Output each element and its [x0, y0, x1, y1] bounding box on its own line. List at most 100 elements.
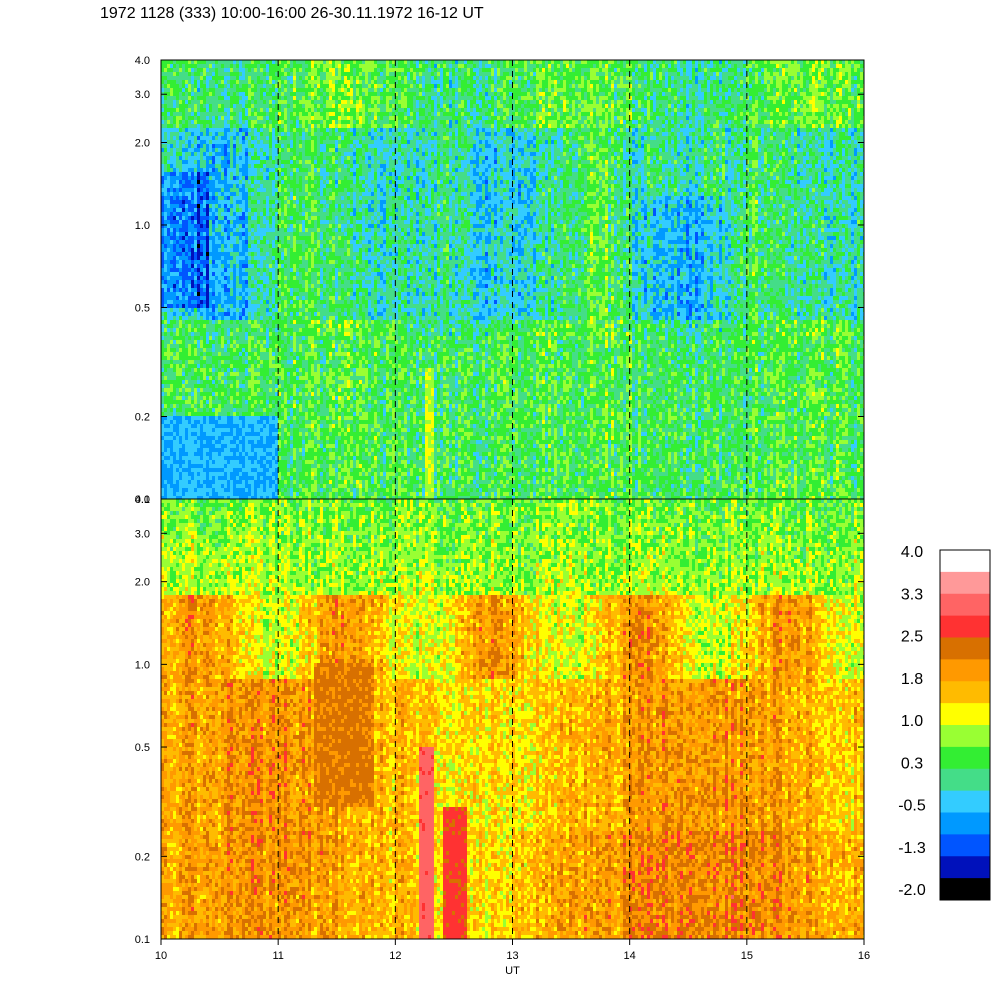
- spectrogram-cell: [230, 484, 234, 489]
- spectrogram-cell: [233, 448, 237, 453]
- spectrogram-cell: [206, 328, 210, 333]
- spectrogram-cell: [254, 256, 258, 261]
- spectrogram-cell: [293, 192, 297, 197]
- spectrogram-cell: [260, 280, 264, 285]
- spectrogram-cell: [176, 64, 180, 69]
- spectrogram-cell: [218, 332, 222, 337]
- spectrogram-cell: [257, 112, 261, 117]
- spectrogram-cell: [245, 440, 249, 445]
- spectrogram-cell: [170, 108, 174, 113]
- spectrogram-cell: [215, 144, 219, 149]
- spectrogram-cell: [167, 160, 171, 165]
- spectrogram-cell: [296, 152, 300, 157]
- spectrogram-cell: [287, 472, 291, 477]
- spectrogram-cell: [284, 424, 288, 429]
- spectrogram-cell: [197, 324, 201, 329]
- spectrogram-cell: [230, 64, 234, 69]
- spectrogram-cell: [203, 304, 207, 309]
- spectrogram-cell: [248, 116, 252, 121]
- spectrogram-cell: [200, 412, 204, 417]
- spectrogram-cell: [293, 272, 297, 277]
- spectrogram-cell: [185, 300, 189, 305]
- spectrogram-cell: [215, 412, 219, 417]
- spectrogram-cell: [191, 180, 195, 185]
- spectrogram-cell: [290, 460, 294, 465]
- spectrogram-cell: [224, 176, 228, 181]
- spectrogram-cell: [212, 104, 216, 109]
- spectrogram-cell: [227, 440, 231, 445]
- spectrogram-cell: [200, 88, 204, 93]
- spectrogram-cell: [239, 104, 243, 109]
- spectrogram-cell: [248, 100, 252, 105]
- spectrogram-cell: [248, 88, 252, 93]
- spectrogram-cell: [182, 172, 186, 177]
- spectrogram-cell: [185, 316, 189, 321]
- spectrogram-cell: [266, 484, 270, 489]
- spectrogram-cell: [191, 156, 195, 161]
- spectrogram-cell: [233, 292, 237, 297]
- spectrogram-cell: [185, 224, 189, 229]
- spectrogram-cell: [179, 64, 183, 69]
- spectrogram-cell: [236, 108, 240, 113]
- spectrogram-cell: [269, 408, 273, 413]
- spectrogram-cell: [227, 308, 231, 313]
- spectrogram-cell: [272, 108, 276, 113]
- spectrogram-cell: [281, 164, 285, 169]
- spectrogram-cell: [266, 456, 270, 461]
- spectrogram-cell: [221, 484, 225, 489]
- spectrogram-cell: [176, 84, 180, 89]
- spectrogram-cell: [218, 468, 222, 473]
- spectrogram-cell: [263, 436, 267, 441]
- spectrogram-cell: [218, 352, 222, 357]
- spectrogram-cell: [281, 468, 285, 473]
- spectrogram-cell: [167, 460, 171, 465]
- spectrogram-cell: [251, 256, 255, 261]
- spectrogram-cell: [221, 452, 225, 457]
- spectrogram-cell: [281, 444, 285, 449]
- spectrogram-cell: [212, 388, 216, 393]
- spectrogram-cell: [227, 444, 231, 449]
- spectrogram-cell: [257, 344, 261, 349]
- spectrogram-cell: [215, 300, 219, 305]
- spectrogram-cell: [161, 148, 165, 153]
- spectrogram-cell: [197, 84, 201, 89]
- spectrogram-cell: [164, 356, 168, 361]
- spectrogram-cell: [230, 476, 234, 481]
- spectrogram-cell: [260, 256, 264, 261]
- spectrogram-cell: [164, 388, 168, 393]
- spectrogram-cell: [161, 60, 165, 65]
- spectrogram-cell: [164, 424, 168, 429]
- spectrogram-cell: [161, 280, 165, 285]
- spectrogram-cell: [188, 176, 192, 181]
- spectrogram-cell: [293, 404, 297, 409]
- spectrogram-cell: [248, 344, 252, 349]
- spectrogram-cell: [188, 228, 192, 233]
- spectrogram-cell: [164, 348, 168, 353]
- spectrogram-cell: [257, 472, 261, 477]
- spectrogram-cell: [188, 220, 192, 225]
- spectrogram-cell: [176, 360, 180, 365]
- spectrogram-cell: [233, 296, 237, 301]
- spectrogram-cell: [248, 436, 252, 441]
- spectrogram-cell: [179, 276, 183, 281]
- spectrogram-cell: [281, 184, 285, 189]
- spectrogram-cell: [221, 468, 225, 473]
- spectrogram-cell: [203, 200, 207, 205]
- spectrogram-cell: [188, 396, 192, 401]
- spectrogram-cell: [290, 452, 294, 457]
- spectrogram-cell: [212, 172, 216, 177]
- spectrogram-cell: [233, 180, 237, 185]
- spectrogram-cell: [242, 288, 246, 293]
- spectrogram-cell: [227, 160, 231, 165]
- spectrogram-cell: [233, 188, 237, 193]
- spectrogram-cell: [284, 96, 288, 101]
- spectrogram-cell: [200, 468, 204, 473]
- spectrogram-cell: [188, 368, 192, 373]
- spectrogram-cell: [215, 360, 219, 365]
- spectrogram-cell: [287, 464, 291, 469]
- spectrogram-cell: [185, 492, 189, 497]
- spectrogram-cell: [227, 104, 231, 109]
- spectrogram-cell: [212, 472, 216, 477]
- spectrogram-cell: [260, 388, 264, 393]
- spectrogram-cell: [221, 216, 225, 221]
